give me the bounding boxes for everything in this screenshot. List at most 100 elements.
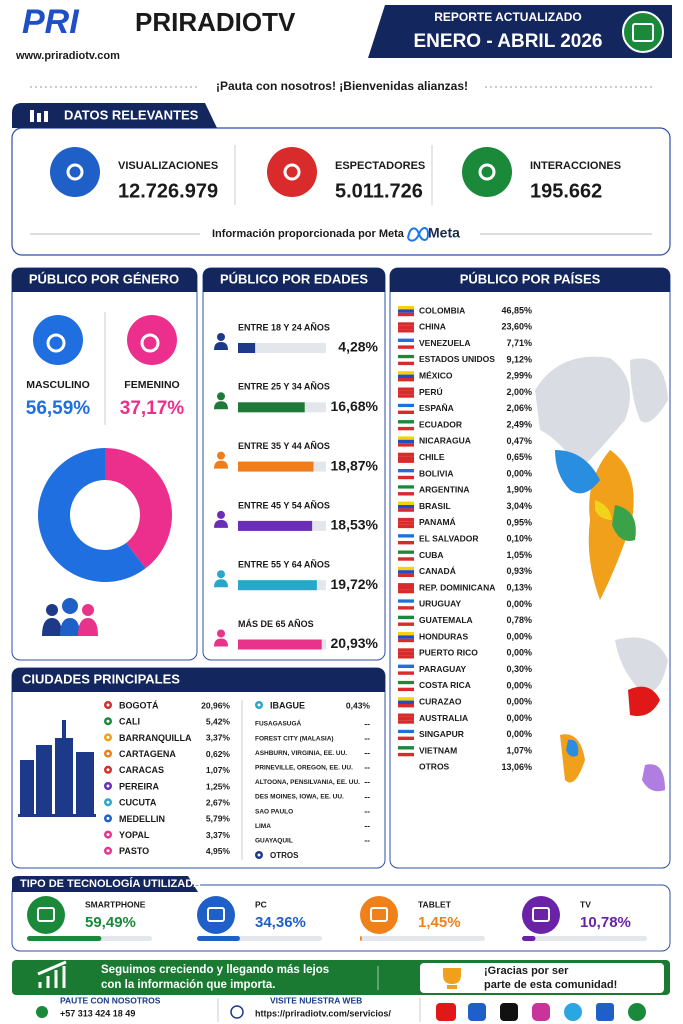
tab	[12, 103, 217, 128]
city-value: 5,42%	[206, 716, 231, 726]
age-icon	[214, 460, 228, 469]
city-name: FOREST CITY (MALASIA)	[255, 735, 334, 742]
flag	[398, 736, 414, 740]
section-title: DATOS RELEVANTES	[64, 107, 199, 122]
flag	[398, 713, 414, 717]
icon	[462, 147, 512, 197]
web: https://priradiotv.com/servicios/	[255, 1008, 391, 1018]
flag	[398, 436, 414, 440]
flag	[398, 570, 414, 574]
tech-label: SMARTPHONE	[85, 899, 146, 909]
flag	[398, 325, 414, 330]
city-value: --	[364, 820, 370, 830]
section-title: CIUDADES PRINCIPALES	[22, 671, 180, 686]
flag	[398, 557, 414, 561]
section-title: PÚBLICO POR GÉNERO	[29, 271, 179, 286]
section-title: PÚBLICO POR PAÍSES	[460, 271, 601, 286]
tech-icon	[197, 896, 235, 934]
metric-value: 5.011.726	[335, 180, 423, 202]
country-name: MÉXICO	[419, 370, 453, 380]
country-value: 9,12%	[506, 354, 532, 364]
flag	[398, 622, 414, 626]
flag	[398, 680, 414, 685]
age-icon	[217, 510, 225, 519]
country-value: 0,47%	[506, 436, 532, 446]
city-value: --	[364, 791, 370, 801]
flag	[398, 583, 414, 587]
country-name: URUGUAY	[419, 599, 462, 609]
age-icon	[217, 451, 225, 460]
pin-dot	[106, 735, 110, 739]
age-icon	[217, 629, 225, 638]
people-icon	[60, 618, 80, 636]
report-label: REPORTE ACTUALIZADO	[434, 10, 582, 24]
flag	[398, 338, 414, 342]
tech-label: TV	[580, 899, 591, 909]
country-value: 0,13%	[506, 582, 532, 592]
country-name: BOLIVIA	[419, 468, 453, 478]
flag	[398, 371, 414, 375]
country-name: CURAZAO	[419, 696, 462, 706]
city-name: CALI	[119, 717, 140, 727]
flag	[398, 374, 414, 378]
flag	[398, 684, 414, 688]
flag	[398, 469, 414, 473]
tech-value: 34,36%	[255, 914, 306, 931]
thanks: parte de esta comunidad!	[484, 979, 617, 991]
flag	[398, 720, 414, 724]
flag	[398, 407, 414, 411]
age-icon	[214, 638, 228, 647]
country-value: 0,00%	[506, 648, 532, 658]
pin-dot	[106, 752, 110, 756]
pin-dot	[106, 719, 110, 723]
age-label: ENTRE 18 Y 24 AÑOS	[238, 322, 330, 332]
bar	[238, 639, 322, 650]
pin-dot	[106, 833, 110, 837]
city-name: CARACAS	[119, 765, 164, 775]
city-name: OTROS	[270, 851, 299, 860]
bar-track	[360, 936, 485, 941]
country-value: 0,00%	[506, 680, 532, 690]
flag	[398, 671, 414, 675]
flag	[398, 704, 414, 708]
age-icon	[217, 570, 225, 579]
tech-icon	[27, 896, 65, 934]
pin-dot	[257, 703, 261, 707]
country-name: COLOMBIA	[419, 305, 465, 315]
tagline: ¡Pauta con nosotros! ¡Bienvenidas alianz…	[216, 79, 468, 93]
age-value: 4,28%	[338, 339, 378, 355]
flag	[398, 537, 414, 541]
url: www.priradiotv.com	[15, 50, 120, 62]
flag	[398, 322, 414, 326]
country-name: PERÚ	[419, 386, 443, 397]
flag	[398, 472, 414, 476]
age-value: 18,87%	[331, 457, 379, 473]
country-name: CHINA	[419, 322, 446, 332]
flag	[398, 521, 414, 525]
bar	[238, 402, 305, 413]
flag	[398, 550, 414, 554]
source: Información proporcionada por Meta	[212, 228, 405, 240]
brand: PRIRADIOTV	[135, 7, 296, 37]
tech-icon	[360, 896, 398, 934]
city-value: --	[364, 747, 370, 757]
flag	[398, 517, 414, 522]
country-value: 0,30%	[506, 664, 532, 674]
icon-glyph	[478, 163, 496, 181]
bar	[238, 580, 317, 591]
flag	[398, 492, 414, 496]
flag	[398, 361, 414, 366]
phone: +57 313 424 18 49	[60, 1008, 135, 1018]
gender-label: FEMENINO	[124, 379, 179, 391]
city-value: --	[364, 777, 370, 787]
metric-label: VISUALIZACIONES	[118, 160, 218, 172]
city-value: 0,62%	[206, 749, 231, 759]
flag	[398, 566, 414, 571]
country-name: CANADÁ	[419, 566, 456, 576]
city-value: --	[364, 806, 370, 816]
flag	[398, 687, 414, 692]
flag	[398, 443, 414, 447]
city-name: PRINEVILLE, OREGON, EE. UU.	[255, 765, 353, 772]
gender-icon	[33, 315, 83, 365]
flag	[398, 534, 414, 538]
